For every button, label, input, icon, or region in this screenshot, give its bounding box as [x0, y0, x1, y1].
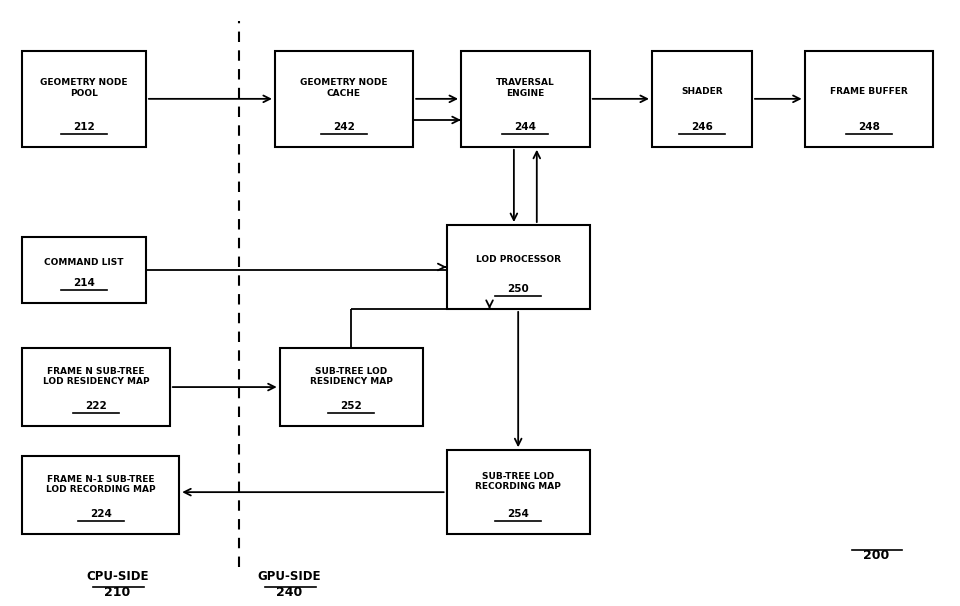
- Text: 212: 212: [73, 122, 95, 132]
- Text: 248: 248: [858, 122, 880, 132]
- Bar: [22, 237, 146, 303]
- Text: 224: 224: [89, 509, 111, 519]
- Bar: [275, 51, 413, 147]
- Text: CPU-SIDE: CPU-SIDE: [86, 570, 149, 583]
- Text: 214: 214: [73, 278, 95, 288]
- Bar: [652, 51, 752, 147]
- Text: SUB-TREE LOD
RESIDENCY MAP: SUB-TREE LOD RESIDENCY MAP: [310, 367, 393, 386]
- Text: GPU-SIDE: GPU-SIDE: [257, 570, 321, 583]
- Text: SUB-TREE LOD
RECORDING MAP: SUB-TREE LOD RECORDING MAP: [475, 471, 561, 491]
- Text: 200: 200: [863, 549, 889, 562]
- Text: GEOMETRY NODE
POOL: GEOMETRY NODE POOL: [40, 78, 128, 98]
- Text: SHADER: SHADER: [681, 87, 723, 96]
- Text: 240: 240: [276, 587, 302, 599]
- Bar: [22, 456, 180, 534]
- Text: 242: 242: [333, 122, 355, 132]
- Text: GEOMETRY NODE
CACHE: GEOMETRY NODE CACHE: [300, 78, 388, 98]
- Text: 222: 222: [85, 401, 107, 411]
- Text: 246: 246: [691, 122, 713, 132]
- Text: FRAME BUFFER: FRAME BUFFER: [830, 87, 908, 96]
- Text: FRAME N-1 SUB-TREE
LOD RECORDING MAP: FRAME N-1 SUB-TREE LOD RECORDING MAP: [46, 474, 156, 494]
- Text: FRAME N SUB-TREE
LOD RESIDENCY MAP: FRAME N SUB-TREE LOD RESIDENCY MAP: [42, 367, 149, 386]
- Text: TRAVERSAL
ENGINE: TRAVERSAL ENGINE: [496, 78, 555, 98]
- Text: COMMAND LIST: COMMAND LIST: [44, 258, 124, 267]
- Bar: [279, 348, 422, 426]
- Text: 250: 250: [507, 284, 529, 294]
- Text: 254: 254: [507, 509, 529, 519]
- Bar: [446, 450, 589, 534]
- Bar: [446, 225, 589, 309]
- Bar: [804, 51, 933, 147]
- Text: 210: 210: [105, 587, 131, 599]
- Bar: [22, 51, 146, 147]
- Bar: [22, 348, 170, 426]
- Text: LOD PROCESSOR: LOD PROCESSOR: [475, 255, 561, 264]
- Text: 252: 252: [340, 401, 362, 411]
- Text: 244: 244: [515, 122, 537, 132]
- Bar: [461, 51, 589, 147]
